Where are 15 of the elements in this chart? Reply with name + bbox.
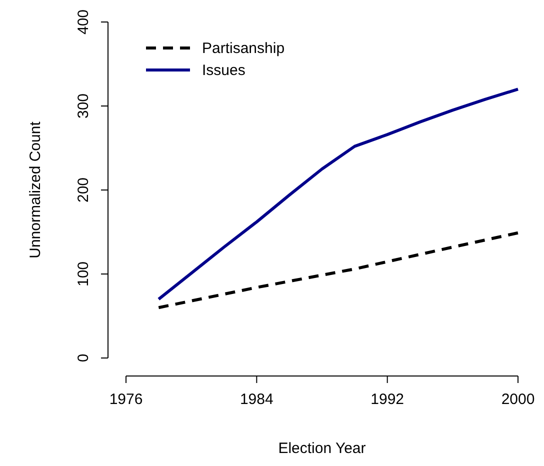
legend-label: Issues: [202, 62, 246, 79]
x-tick-label: 1984: [240, 391, 274, 408]
x-tick-label: 2000: [501, 391, 535, 408]
x-axis-title: Election Year: [278, 440, 366, 457]
y-tick-label: 300: [75, 93, 92, 119]
y-axis-title: Unnormalized Count: [27, 120, 44, 258]
line-series: [157, 88, 520, 301]
line-series: [157, 231, 520, 310]
y-tick-label: 0: [75, 354, 92, 362]
x-tick-label: 1992: [370, 391, 404, 408]
y-tick-label: 200: [75, 177, 92, 203]
x-tick-label: 1976: [109, 391, 143, 408]
y-tick-label: 100: [75, 261, 92, 287]
y-tick-label: 400: [75, 9, 92, 35]
legend-label: Partisanship: [202, 40, 285, 57]
